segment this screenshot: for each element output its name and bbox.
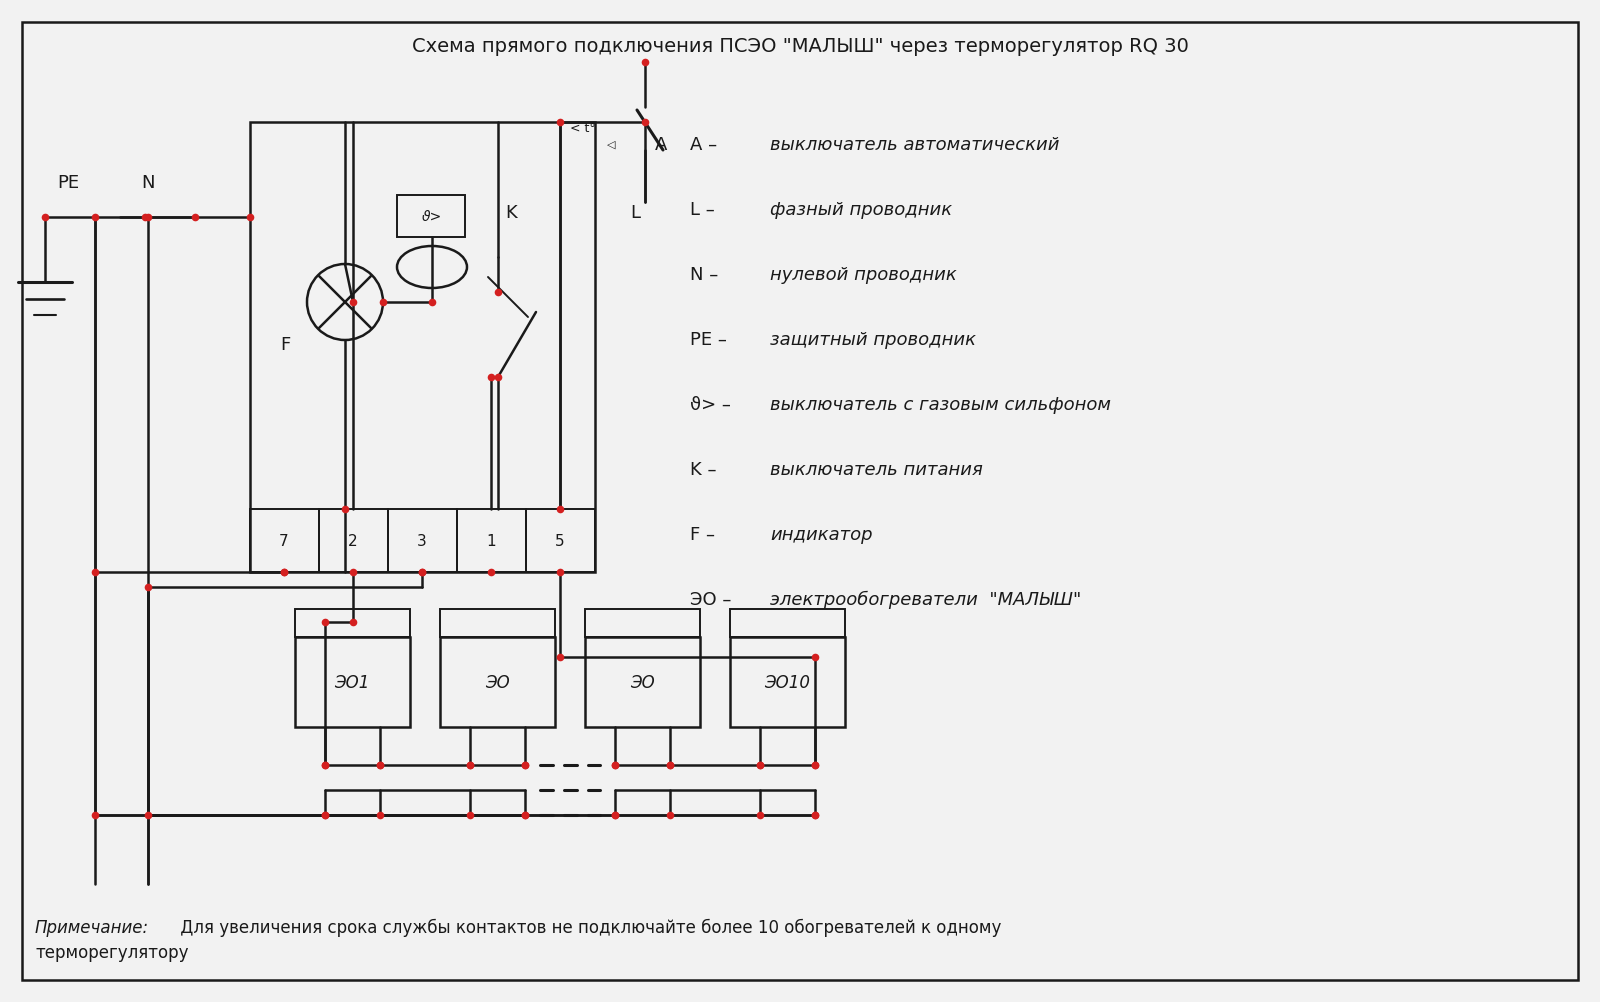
Bar bbox=[526, 509, 595, 572]
Text: терморегулятору: терморегулятору bbox=[35, 943, 189, 961]
Text: A –: A – bbox=[690, 136, 717, 154]
Text: ϑ>: ϑ> bbox=[422, 209, 442, 223]
Text: ЭО: ЭО bbox=[630, 673, 654, 691]
Bar bbox=[294, 637, 410, 727]
Text: Схема прямого подключения ПСЭО "МАЛЫШ" через терморегулятор RQ 30: Схема прямого подключения ПСЭО "МАЛЫШ" ч… bbox=[411, 36, 1189, 55]
Text: индикатор: индикатор bbox=[770, 525, 872, 543]
Text: защитный проводник: защитный проводник bbox=[770, 331, 976, 349]
Bar bbox=[730, 637, 845, 727]
Text: PE: PE bbox=[58, 173, 78, 191]
Text: PE –: PE – bbox=[690, 331, 726, 349]
Bar bbox=[250, 509, 318, 572]
Text: ◁: ◁ bbox=[606, 140, 616, 150]
Text: A: A bbox=[654, 136, 667, 154]
Bar bbox=[440, 637, 555, 727]
Text: N –: N – bbox=[690, 266, 718, 284]
Text: нулевой проводник: нулевой проводник bbox=[770, 266, 957, 284]
Text: ЭО: ЭО bbox=[485, 673, 509, 691]
Text: выключатель питания: выключатель питания bbox=[770, 461, 982, 479]
Text: ЭО10: ЭО10 bbox=[765, 673, 810, 691]
Text: фазный проводник: фазный проводник bbox=[770, 200, 952, 218]
Text: Для увеличения срока службы контактов не подключайте более 10 обогревателей к од: Для увеличения срока службы контактов не… bbox=[174, 918, 1002, 936]
Text: 2: 2 bbox=[349, 534, 358, 549]
Text: 7: 7 bbox=[278, 534, 290, 549]
Bar bbox=[730, 609, 845, 637]
Bar bbox=[250, 123, 595, 572]
Text: электрообогреватели  "МАЛЫШ": электрообогреватели "МАЛЫШ" bbox=[770, 590, 1082, 608]
Text: K –: K – bbox=[690, 461, 717, 479]
Text: ЭO –: ЭO – bbox=[690, 590, 731, 608]
Text: L: L bbox=[630, 203, 640, 221]
Bar bbox=[397, 195, 466, 237]
Text: F –: F – bbox=[690, 525, 715, 543]
Text: ϑ> –: ϑ> – bbox=[690, 396, 731, 414]
Bar bbox=[294, 609, 410, 637]
Text: L –: L – bbox=[690, 200, 715, 218]
Text: ЭО1: ЭО1 bbox=[334, 673, 370, 691]
Bar bbox=[586, 637, 701, 727]
Text: 5: 5 bbox=[555, 534, 565, 549]
Text: выключатель автоматический: выключатель автоматический bbox=[770, 136, 1059, 154]
Bar bbox=[586, 609, 701, 637]
Text: F: F bbox=[280, 336, 290, 354]
Text: N: N bbox=[141, 173, 155, 191]
Text: Примечание:: Примечание: bbox=[35, 918, 149, 936]
Bar bbox=[318, 509, 387, 572]
Bar bbox=[440, 609, 555, 637]
Text: 3: 3 bbox=[418, 534, 427, 549]
Text: K: K bbox=[506, 203, 517, 221]
Text: выключатель с газовым сильфоном: выключатель с газовым сильфоном bbox=[770, 396, 1110, 414]
Bar bbox=[387, 509, 458, 572]
Text: < t°: < t° bbox=[570, 121, 595, 134]
Bar bbox=[458, 509, 526, 572]
Text: 1: 1 bbox=[486, 534, 496, 549]
